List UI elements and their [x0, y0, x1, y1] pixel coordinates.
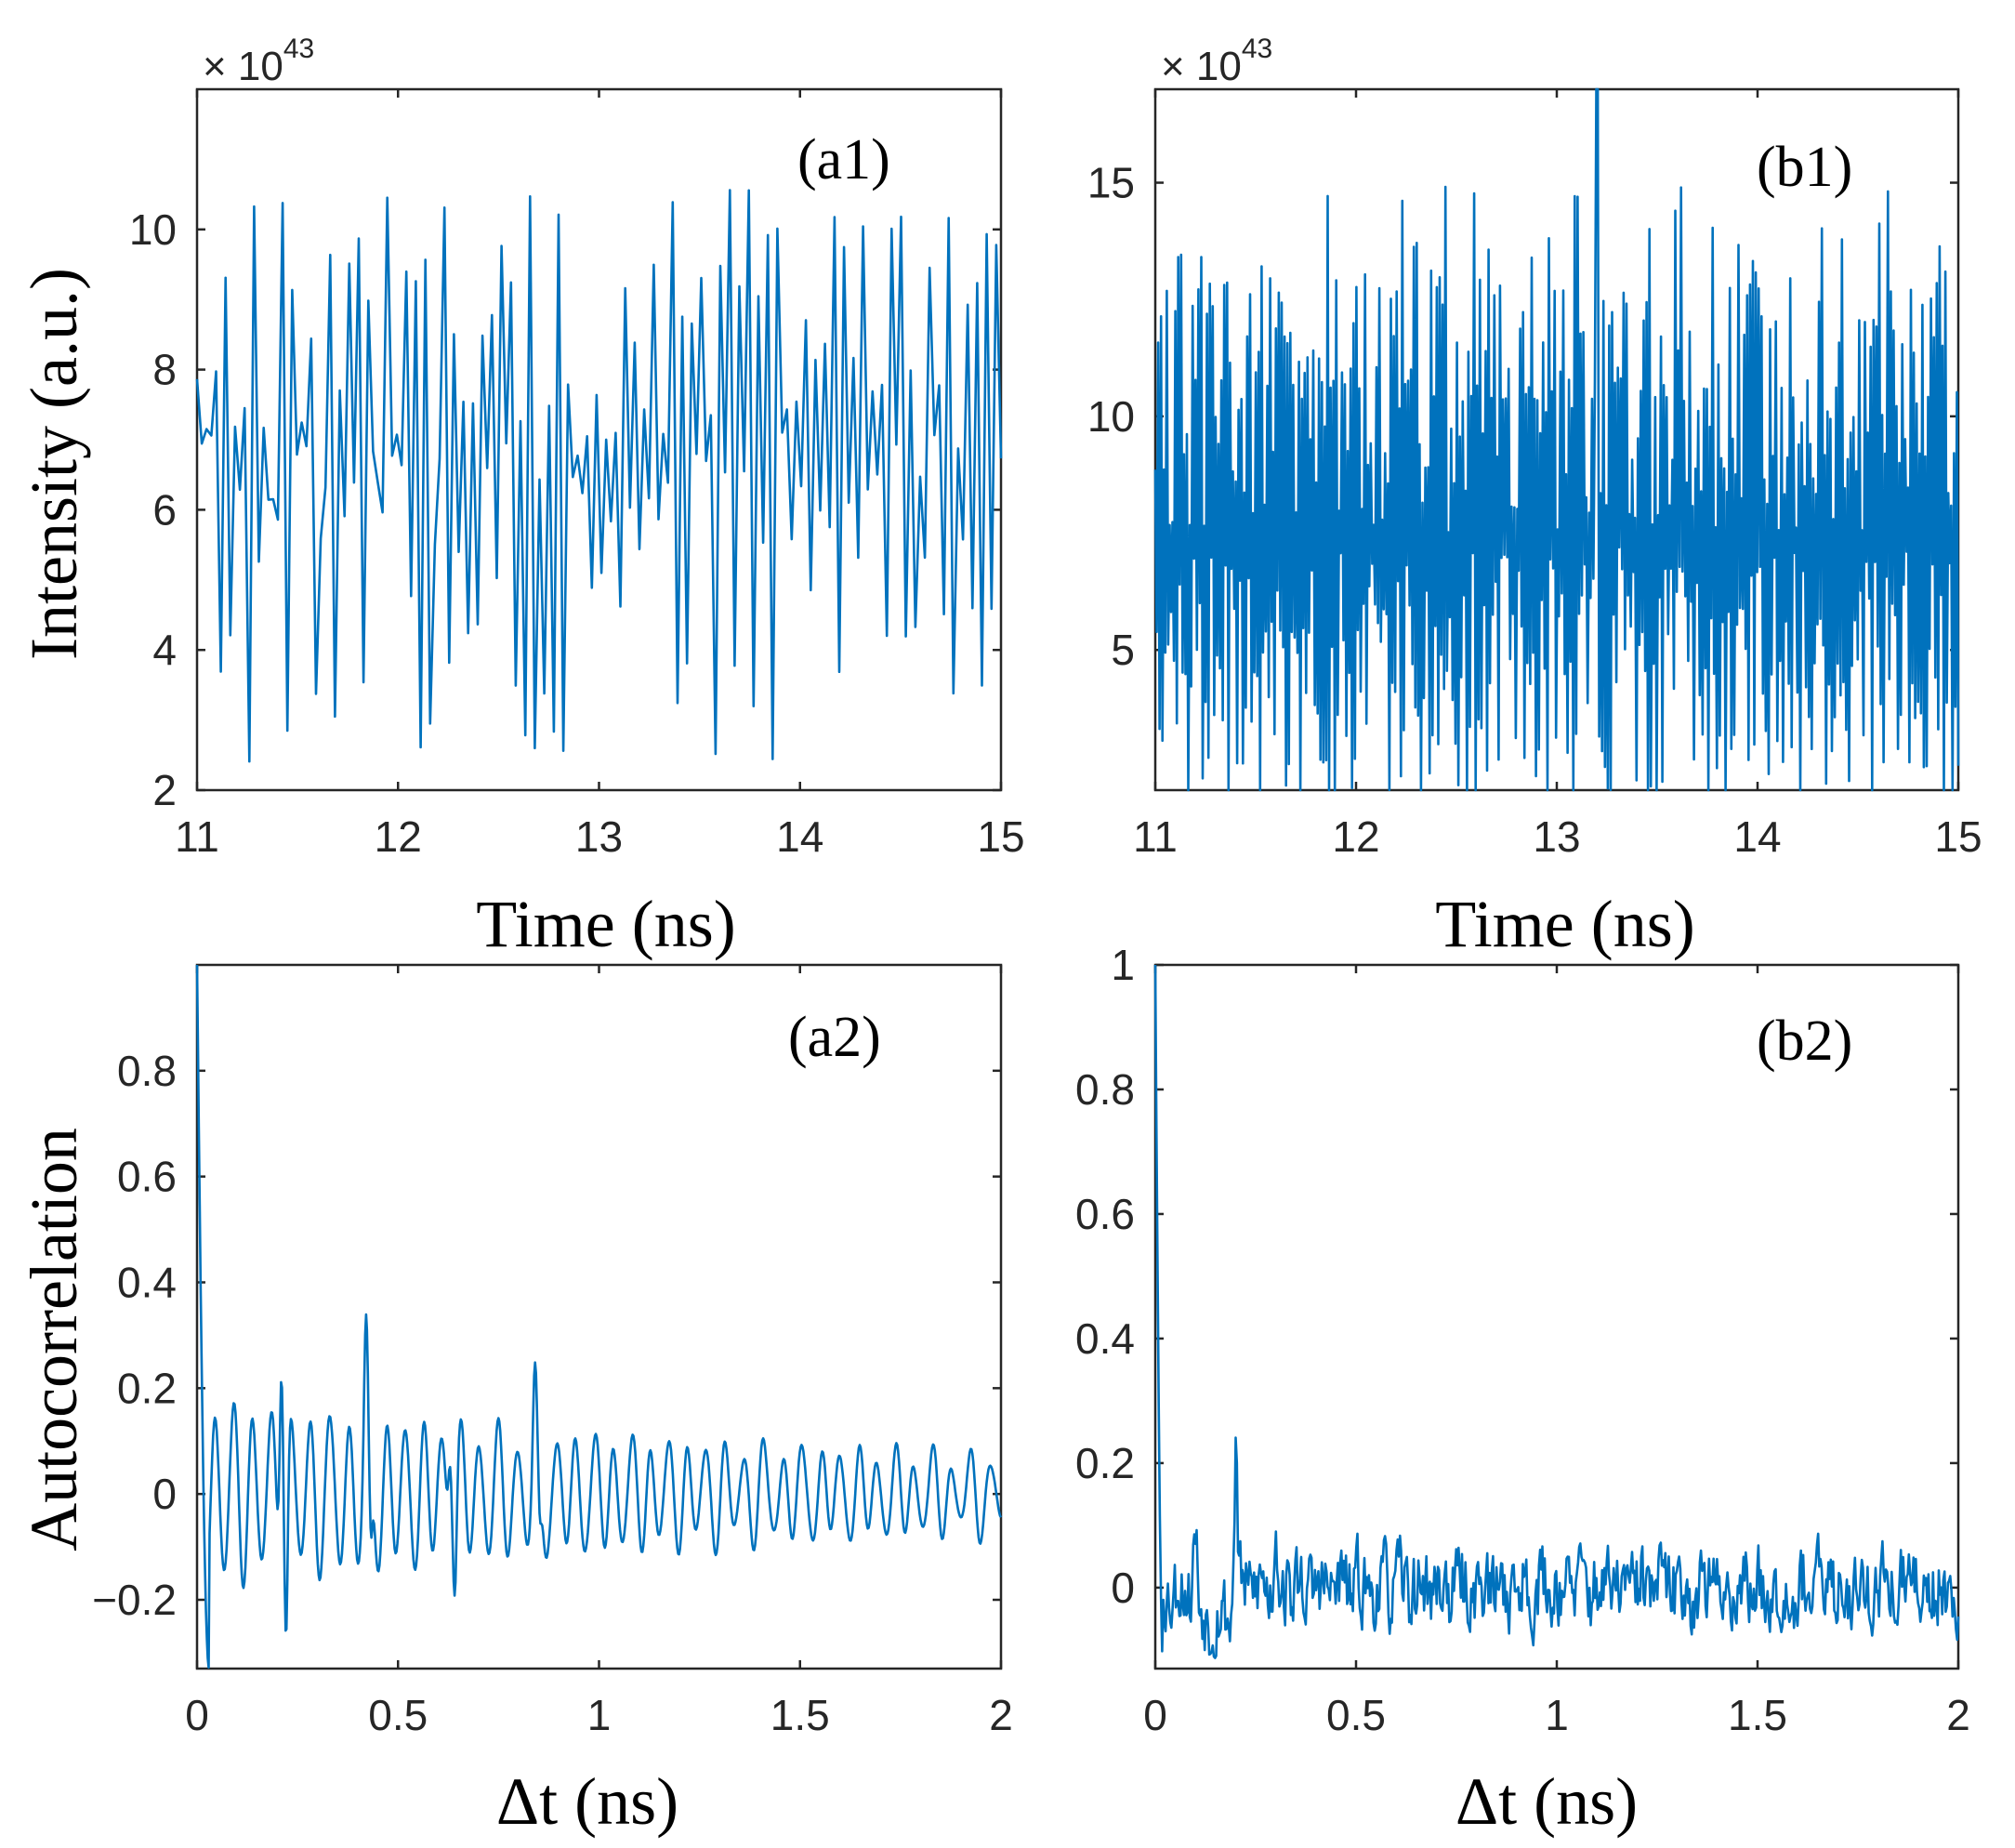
ticks-b2: 0 0.5 1 1.5 2 0 0.2 0.4 0.6 0.8 1 [1075, 941, 1970, 1739]
series-a2 [195, 964, 1003, 1670]
series-line-b1-0 [1153, 87, 1960, 792]
plot-frame-a2 [195, 963, 1003, 1670]
x-tick-label-a1: 15 [977, 812, 1024, 861]
plot-frame-b2 [1153, 963, 1960, 1670]
ticks-b1: 11 12 13 14 15 5 10 15 [1087, 89, 1982, 861]
x-tick-label-b2: 1.5 [1728, 1691, 1787, 1739]
y-tick-label-b1: 5 [1111, 626, 1135, 674]
y-tick-label-a2: 0.2 [117, 1364, 177, 1412]
x-tick-label-b1: 11 [1133, 812, 1178, 861]
panel-b2: 0 0.5 1 1.5 2 0 0.2 0.4 0.6 0.8 1 (b2) Δt (ns) [1075, 941, 1970, 1839]
x-tick-label-b1: 14 [1733, 812, 1781, 861]
y-tick-label-b2: 0 [1111, 1564, 1135, 1612]
x-axis-title-a2: Δt (ns) [496, 1764, 678, 1839]
x-tick-label-a1: 11 [175, 812, 219, 861]
series-line-a2-0 [195, 964, 1003, 1670]
y-tick-label-a2: 0.4 [117, 1259, 177, 1307]
y-exponent-power-b1: 43 [1242, 33, 1272, 64]
series-b1 [1153, 87, 1960, 792]
series-line-b2-0 [1153, 964, 1960, 1659]
y-tick-label-a2: 0.8 [117, 1047, 177, 1095]
y-exponent-base-a1: × 10 [203, 44, 283, 89]
panel-label-a2: (a2) [788, 1006, 881, 1069]
x-tick-label-a2: 2 [989, 1691, 1013, 1739]
y-tick-label-a2: −0.2 [92, 1576, 177, 1624]
x-tick-label-b1: 15 [1934, 812, 1982, 861]
panel-a2: 0 0.5 1 1.5 2−0.200.20.40.60.8 (a2) Δt (ns) … [17, 963, 1013, 1839]
panel-b1: 11 12 13 14 15 5 10 15 (b1) × 1043 Time (ns) [1087, 33, 1982, 961]
x-tick-label-a2: 0 [185, 1691, 209, 1739]
x-tick-label-b2: 0 [1143, 1691, 1167, 1739]
x-tick-label-b1: 12 [1332, 812, 1379, 861]
y-exponent-a1: × 1043 [203, 33, 314, 89]
ticks-a1: 11 12 13 14 15 2 4 6 8 10 [129, 89, 1025, 861]
y-tick-label-a2: 0.6 [117, 1153, 177, 1201]
y-axis-title-a2: Autocorrelation [17, 1128, 91, 1551]
series-line-a1-0 [195, 189, 1003, 763]
x-tick-label-a2: 1 [587, 1691, 612, 1739]
y-tick-label-a1: 4 [152, 626, 177, 674]
y-tick-label-b2: 0.8 [1075, 1065, 1135, 1114]
panel-label-a1: (a1) [797, 128, 890, 191]
x-tick-label-a1: 13 [575, 812, 623, 861]
x-tick-label-a1: 12 [375, 812, 422, 861]
y-tick-label-a1: 2 [152, 766, 177, 814]
ticks-a2: 0 0.5 1 1.5 2 −0.2 0 0.2 0.4 0.6 0.8 [92, 965, 1013, 1739]
y-tick-label-b2: 0.2 [1075, 1439, 1135, 1487]
y-tick-label-a1: 8 [152, 346, 177, 394]
y-tick-label-b2: 1 [1111, 941, 1135, 989]
y-tick-label-a1: 10 [129, 205, 177, 254]
x-tick-label-b2: 2 [1946, 1691, 1970, 1739]
x-tick-label-b2: 0.5 [1326, 1691, 1386, 1739]
x-tick-label-b1: 13 [1533, 812, 1580, 861]
x-axis-title-b1: Time (ns) [1435, 887, 1694, 961]
series-b2 [1153, 964, 1960, 1659]
panel-label-b2: (b2) [1757, 1010, 1852, 1073]
x-axis-title-a1: Time (ns) [476, 887, 735, 961]
y-tick-label-b1: 10 [1087, 392, 1135, 441]
x-tick-label-a1: 14 [776, 812, 823, 861]
y-exponent-base-b1: × 10 [1161, 44, 1242, 89]
panel-a1: 11 12 13 14 15 2 4 6 8 10 (a1) × 1043 Time (ns) I… [17, 33, 1025, 961]
y-axis-title-a1: Intensity (a.u.) [17, 268, 91, 660]
x-tick-label-a2: 1.5 [770, 1691, 830, 1739]
y-tick-label-b1: 15 [1087, 159, 1135, 207]
x-tick-label-a2: 0.5 [368, 1691, 428, 1739]
y-tick-label-a2: 0 [152, 1470, 177, 1518]
y-tick-label-b2: 0.4 [1075, 1314, 1135, 1363]
y-exponent-b1: × 1043 [1161, 33, 1272, 89]
y-tick-label-a1: 6 [152, 485, 177, 534]
x-axis-title-b2: Δt (ns) [1455, 1764, 1638, 1839]
y-tick-label-b2: 0.6 [1075, 1190, 1135, 1238]
series-a1 [195, 189, 1003, 763]
x-tick-label-b2: 1 [1545, 1691, 1569, 1739]
y-exponent-power-a1: 43 [283, 33, 314, 64]
panel-label-b1: (b1) [1757, 136, 1852, 199]
